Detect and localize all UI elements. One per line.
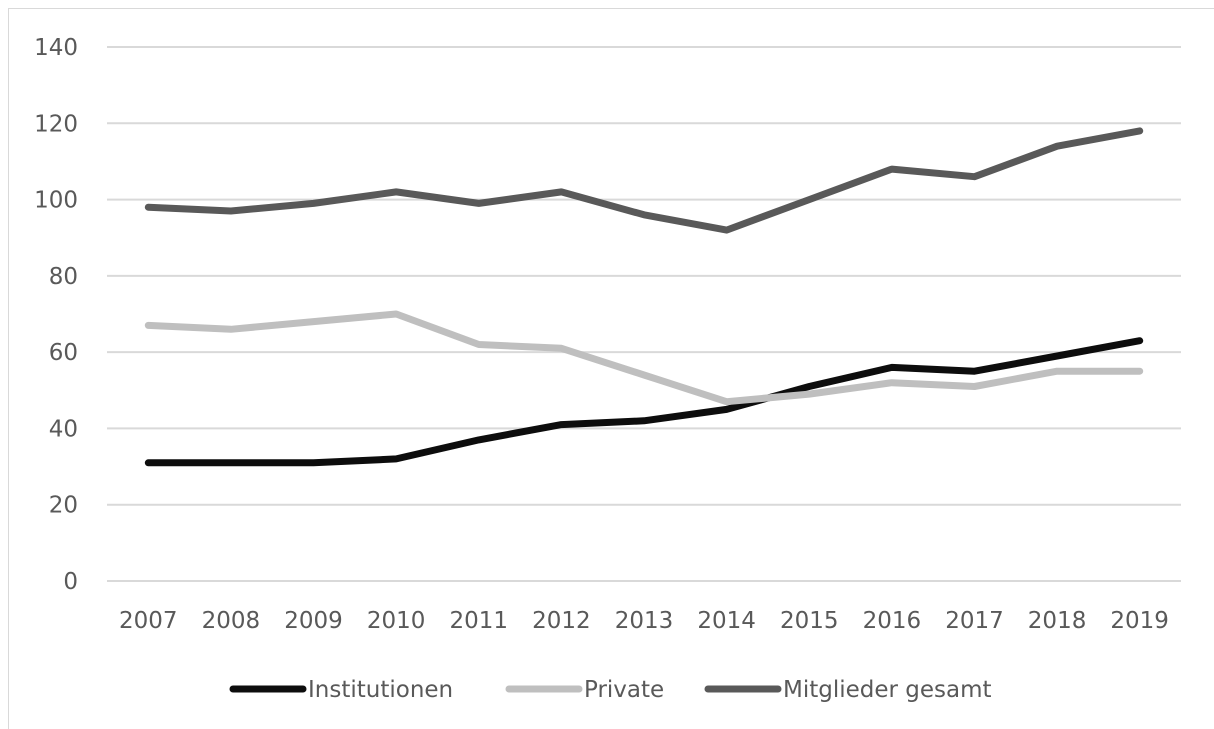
chart-frame	[8, 8, 1214, 729]
legend-label-mitglieder-gesamt: Mitglieder gesamt	[783, 677, 992, 703]
x-tick-label: 2012	[532, 608, 591, 634]
y-tick-label: 100	[34, 188, 78, 214]
legend-label-institutionen: Institutionen	[308, 677, 453, 703]
x-tick-label: 2019	[1110, 608, 1169, 634]
y-tick-label: 80	[49, 264, 78, 290]
y-tick-label: 20	[49, 493, 78, 519]
x-tick-label: 2009	[284, 608, 343, 634]
x-tick-label: 2017	[945, 608, 1004, 634]
x-tick-label: 2014	[697, 608, 756, 634]
x-tick-label: 2008	[202, 608, 261, 634]
x-axis-ticks: 2007 2008 2009 2010 2011 2012 2013 2014 2015 2016…	[119, 608, 1169, 634]
y-tick-label: 140	[34, 35, 78, 61]
x-tick-label: 2013	[615, 608, 674, 634]
x-tick-label: 2007	[119, 608, 178, 634]
gridlines	[107, 46, 1181, 582]
y-tick-label: 60	[49, 340, 78, 366]
legend: Institutionen Private Mitglieder gesamt	[229, 677, 992, 703]
series-line-mitglieder-gesamt	[144, 127, 1144, 234]
series-lines	[144, 127, 1144, 467]
x-tick-label: 2015	[780, 608, 839, 634]
x-tick-label: 2018	[1028, 608, 1087, 634]
y-axis-ticks: 0 20 40 60 80 100 120 140	[34, 35, 78, 595]
series-line-institutionen	[144, 337, 1144, 467]
y-tick-label: 120	[34, 111, 78, 137]
x-tick-label: 2016	[863, 608, 922, 634]
x-tick-label: 2011	[449, 608, 508, 634]
x-tick-label: 2010	[367, 608, 426, 634]
y-tick-label: 40	[49, 416, 78, 442]
legend-label-private: Private	[584, 677, 664, 703]
series-line-private	[144, 310, 1144, 406]
y-tick-label: 0	[63, 569, 78, 595]
